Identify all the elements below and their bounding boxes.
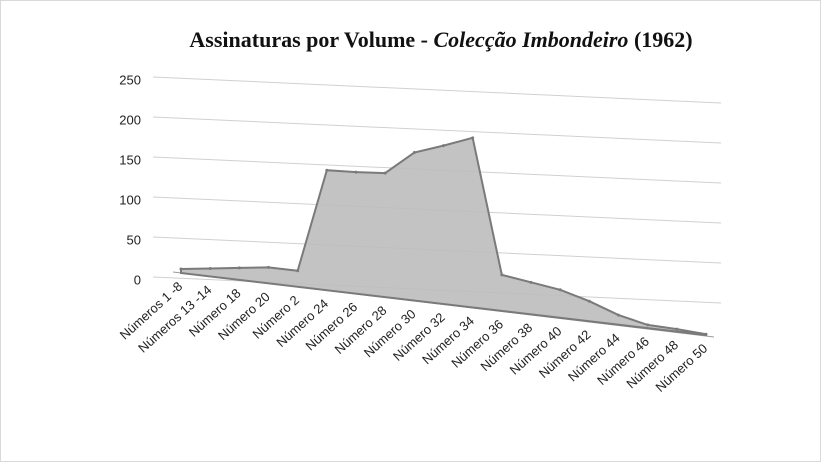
area-vertex (588, 300, 591, 303)
y-tick-label: 250 (119, 72, 141, 87)
area-vertex (238, 266, 241, 269)
y-tick-label: 150 (119, 152, 141, 167)
grid-line (153, 77, 721, 103)
area-vertex (209, 267, 212, 270)
grid-line (153, 117, 721, 143)
area-vertex (559, 288, 562, 291)
title-part: Assinaturas por Volume - (189, 27, 433, 52)
title-part: Colecção Imbondeiro (434, 27, 629, 52)
area-vertex (646, 323, 649, 326)
area-vertex (267, 266, 270, 269)
area-vertex (325, 169, 328, 172)
area-vertex (180, 268, 183, 271)
area-vertex (617, 314, 620, 317)
area-vertex (500, 273, 503, 276)
area-vertex (675, 328, 678, 331)
title-part: (1962) (628, 27, 692, 52)
y-tick-label: 50 (127, 232, 141, 247)
chart: Assinaturas por Volume - Colecção Imbond… (1, 1, 820, 461)
chart-frame: Assinaturas por Volume - Colecção Imbond… (0, 0, 821, 462)
area-vertex (296, 269, 299, 272)
y-tick-label: 0 (134, 272, 141, 287)
area-vertex (471, 136, 474, 139)
chart-title: Assinaturas por Volume - Colecção Imbond… (189, 27, 692, 52)
area-vertex (413, 151, 416, 154)
area-vertex (530, 281, 533, 284)
area-vertex (355, 171, 358, 174)
area-vertex (384, 172, 387, 175)
y-tick-label: 200 (119, 112, 141, 127)
area-vertex (705, 333, 708, 336)
area-vertex (442, 144, 445, 147)
y-tick-label: 100 (119, 192, 141, 207)
